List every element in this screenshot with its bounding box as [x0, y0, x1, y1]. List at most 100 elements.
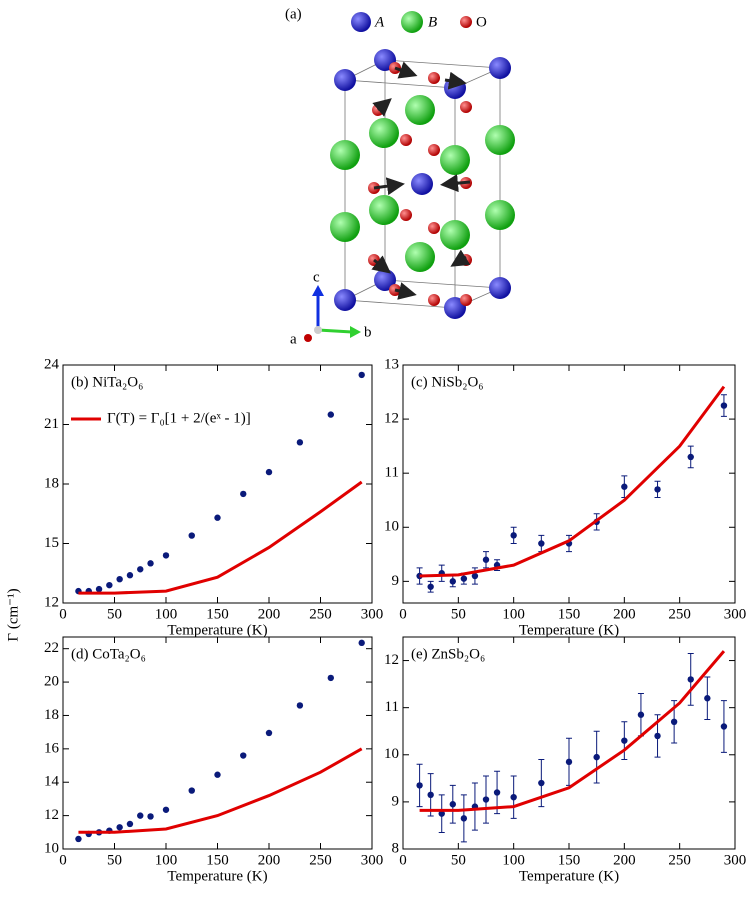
x-tick-label: 100	[502, 852, 525, 868]
data-point	[214, 771, 221, 778]
panel-label: (d) CoTa₂O₆	[71, 646, 146, 662]
data-point	[438, 810, 445, 817]
x-tick-label: 300	[361, 606, 384, 622]
data-point	[296, 439, 304, 446]
legend-text: Γ(T) = Γ₀[1 + 2/(eˣ - 1)]	[107, 410, 251, 426]
x-tick-label: 300	[361, 852, 384, 868]
x-tick-label: 250	[309, 852, 332, 868]
data-point	[704, 695, 711, 702]
data-point	[720, 402, 728, 409]
x-axis-label: Temperature (K)	[519, 868, 619, 884]
data-point	[687, 453, 694, 461]
y-tick-label: 11	[385, 465, 399, 481]
x-tick-label: 100	[155, 852, 178, 868]
panel: 0 50 100 150 200 250 300 10 12 14 16 18 20 22 Temperat…	[44, 636, 384, 884]
y-tick-label: 18	[44, 475, 59, 491]
data-point	[188, 532, 195, 539]
data-point	[147, 813, 154, 820]
plot-frame	[62, 364, 373, 604]
y-tick-label: 9	[392, 793, 400, 809]
panel-label: (a)	[285, 6, 302, 22]
data-point	[565, 758, 573, 766]
y-tick-label: 15	[44, 535, 59, 551]
data-point	[637, 711, 645, 718]
x-tick-label: 300	[724, 852, 747, 868]
data-point	[327, 411, 334, 418]
data-point	[460, 815, 468, 822]
y-tick-label: 12	[44, 594, 59, 610]
data-point	[137, 812, 144, 819]
data-point	[510, 793, 517, 801]
data-point	[654, 732, 661, 740]
axis-indicator: c a b	[290, 269, 372, 347]
displacement-arrows	[371, 61, 471, 300]
panel: 0 50 100 150 200 250 300 8 9 10 11 12 Temperature (K…	[384, 636, 747, 884]
data-point	[137, 566, 144, 573]
data-point	[654, 486, 661, 493]
data-point	[593, 753, 600, 761]
data-point	[214, 514, 221, 521]
data-point	[327, 674, 334, 682]
y-axis-label: Γ (cm⁻¹)	[5, 588, 21, 641]
data-point	[296, 702, 304, 709]
y-tick-label: 14	[44, 774, 60, 790]
panel: 0 50 100 150 200 250 300 9 10 11 12 13 Temperature (…	[384, 356, 746, 638]
x-tick-label: 150	[558, 606, 581, 622]
data-point	[106, 581, 113, 589]
data-point	[265, 729, 273, 737]
x-tick-label: 0	[59, 606, 67, 622]
x-tick-label: 50	[107, 606, 122, 622]
x-tick-label: 150	[558, 852, 581, 868]
data-point	[95, 585, 103, 593]
x-tick-label: 200	[613, 606, 636, 622]
x-axis-label: Temperature (K)	[519, 622, 619, 638]
x-axis-label: Temperature (K)	[167, 622, 267, 638]
fit-curve	[78, 747, 363, 834]
y-tick-label: 20	[44, 674, 59, 690]
y-tick-label: 22	[44, 640, 59, 656]
x-tick-label: 300	[724, 606, 747, 622]
plot-frame	[62, 636, 373, 850]
data-point	[116, 824, 123, 831]
data-point	[265, 468, 273, 476]
data-point	[460, 575, 468, 582]
data-point	[538, 540, 545, 547]
data-point	[538, 779, 545, 787]
data-point	[126, 572, 134, 579]
y-tick-label: 10	[384, 519, 399, 535]
data-point	[449, 801, 456, 808]
y-tick-label: 8	[392, 840, 400, 856]
data-point	[427, 583, 434, 590]
data-point	[416, 572, 423, 580]
fit-curve	[78, 480, 363, 595]
data-point	[358, 371, 365, 379]
x-tick-label: 0	[59, 852, 67, 868]
legend-sphere	[351, 12, 371, 32]
x-tick-label: 250	[668, 852, 691, 868]
data-point	[670, 718, 678, 725]
data-point	[240, 752, 247, 759]
legend-text: O	[476, 14, 487, 30]
crystal-structure: (a) A B O	[285, 6, 515, 347]
y-tick-label: 12	[384, 652, 399, 668]
x-axis-label: Temperature (K)	[167, 868, 267, 884]
data-point	[471, 572, 479, 580]
y-tick-label: 9	[392, 573, 400, 589]
data-point	[162, 806, 170, 813]
legend-text: B	[428, 14, 437, 30]
x-tick-label: 200	[613, 852, 636, 868]
y-tick-label: 13	[384, 356, 399, 372]
fit-curve	[419, 385, 726, 578]
axis-label: b	[364, 324, 372, 340]
y-tick-label: 11	[385, 699, 399, 715]
atoms	[330, 49, 515, 319]
axis-label: c	[313, 269, 320, 285]
x-tick-label: 0	[399, 852, 407, 868]
x-tick-label: 200	[258, 852, 281, 868]
data-point	[621, 483, 628, 490]
panel: 0 50 100 150 200 250 300 12 15 18 21 24 Temperature …	[44, 356, 383, 638]
data-point	[687, 676, 694, 683]
x-tick-label: 250	[309, 606, 332, 622]
x-tick-label: 100	[155, 606, 178, 622]
